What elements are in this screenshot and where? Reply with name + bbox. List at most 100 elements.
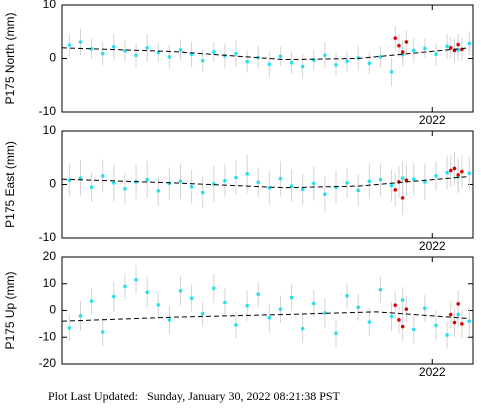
data-point: [89, 47, 94, 51]
data-point: [456, 302, 460, 306]
plot-frame: [61, 130, 474, 239]
data-point: [460, 322, 464, 326]
data-point: [456, 312, 460, 317]
data-point: [78, 314, 83, 318]
y-tick-label: -20: [39, 356, 57, 370]
data-point: [189, 296, 194, 300]
data-point: [378, 287, 383, 292]
data-point: [267, 315, 272, 320]
data-point: [445, 333, 449, 337]
data-point: [400, 298, 405, 302]
y-axis-label: P175 East (mm): [3, 141, 17, 228]
data-point: [334, 331, 338, 336]
data-point: [434, 52, 438, 57]
data-point: [434, 323, 438, 328]
panel: -10 0 10 2022 P175 East (mm): [3, 123, 474, 253]
data-point: [345, 181, 349, 185]
y-tick-label: -10: [39, 230, 57, 244]
data-point: [356, 188, 361, 193]
x-tick-label: 2022: [419, 239, 446, 253]
data-point: [434, 174, 438, 178]
data-point: [278, 54, 283, 59]
data-point: [393, 36, 398, 40]
plot-frame: [61, 256, 474, 365]
plot-frame: [61, 4, 474, 113]
data-point: [334, 185, 338, 189]
data-point: [123, 186, 127, 191]
data-point: [78, 40, 83, 44]
data-point: [323, 311, 327, 315]
y-tick-label: 0: [49, 177, 56, 191]
data-point: [448, 312, 453, 317]
footer-value: Sunday, January 30, 2022 08:21:38 PST: [147, 389, 341, 403]
data-point: [278, 176, 283, 181]
data-point: [212, 50, 216, 54]
panel: -10 0 10 2022 P175 North (mm): [3, 0, 474, 127]
data-point: [389, 314, 394, 319]
data-point: [345, 59, 349, 63]
data-point: [423, 46, 427, 51]
trend-line: [61, 175, 470, 189]
data-point: [178, 48, 183, 52]
data-point: [378, 177, 383, 182]
data-point: [134, 53, 138, 58]
y-tick-label: -10: [39, 104, 57, 118]
data-point: [156, 50, 161, 55]
data-point: [167, 318, 172, 322]
data-point: [448, 46, 453, 50]
data-point: [367, 61, 372, 66]
data-point: [67, 326, 72, 330]
data-point: [460, 169, 464, 174]
data-point: [289, 184, 294, 188]
data-point: [452, 166, 457, 171]
y-tick-label: 0: [49, 303, 56, 317]
data-point: [189, 184, 194, 189]
data-point: [89, 185, 94, 189]
data-point: [223, 300, 227, 305]
data-point: [323, 53, 327, 58]
data-point: [67, 43, 72, 47]
y-tick-label: -10: [39, 329, 57, 343]
data-point: [367, 320, 372, 324]
y-tick-label: 0: [49, 51, 56, 65]
data-point: [89, 299, 94, 303]
data-point: [452, 320, 457, 325]
data-point: [411, 48, 416, 53]
y-axis-label: P175 North (mm): [3, 12, 17, 104]
data-point: [234, 51, 238, 56]
data-point: [400, 176, 405, 180]
data-point: [112, 181, 116, 185]
data-point: [178, 288, 183, 293]
data-point: [145, 46, 149, 50]
data-point: [456, 173, 460, 177]
data-point: [300, 187, 305, 192]
data-point: [445, 44, 449, 48]
data-point: [400, 324, 405, 329]
data-point: [156, 189, 161, 193]
data-point: [378, 55, 383, 59]
data-point: [323, 192, 327, 196]
data-point: [78, 176, 83, 180]
data-point: [234, 175, 238, 180]
data-point: [389, 183, 394, 188]
data-point: [289, 60, 294, 65]
data-point: [423, 180, 427, 184]
data-point: [245, 303, 249, 308]
data-point: [289, 295, 294, 300]
data-point: [145, 290, 149, 295]
data-point: [445, 170, 449, 175]
data-point: [200, 58, 205, 63]
data-point: [334, 63, 338, 67]
data-point: [178, 179, 183, 184]
data-point: [123, 49, 127, 53]
data-point: [145, 177, 149, 182]
data-point: [404, 307, 409, 311]
data-point: [404, 40, 409, 44]
data-point: [345, 293, 349, 298]
data-point: [100, 330, 105, 334]
data-point: [267, 62, 272, 67]
data-point: [411, 177, 416, 181]
data-point: [212, 182, 216, 186]
data-point: [167, 181, 172, 186]
